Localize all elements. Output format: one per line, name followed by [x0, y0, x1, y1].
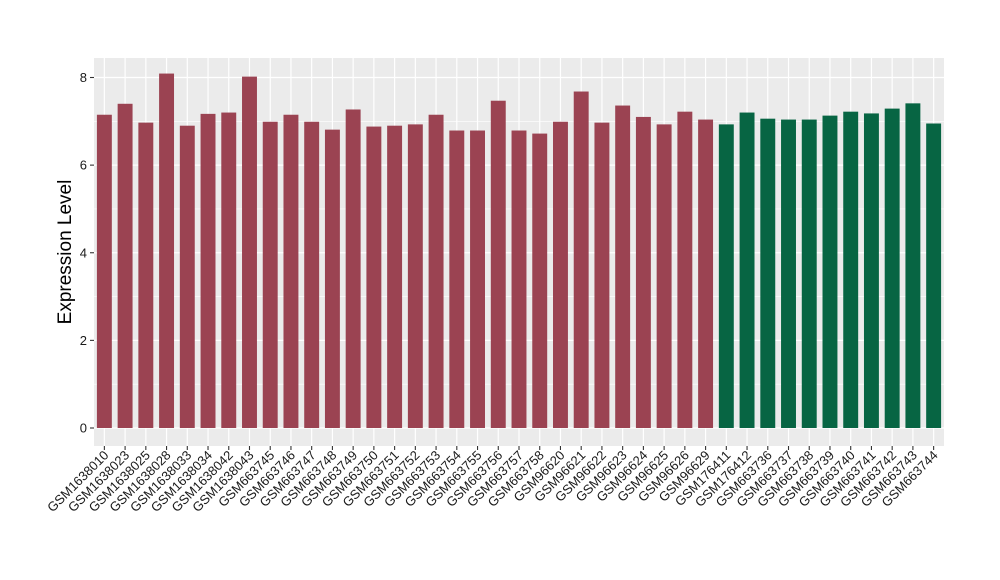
bar — [553, 121, 568, 429]
bar — [760, 118, 776, 428]
bar — [117, 103, 133, 428]
bar — [324, 129, 340, 428]
bar — [366, 126, 382, 428]
bar — [781, 119, 796, 428]
bar — [387, 125, 403, 428]
bar — [926, 123, 942, 429]
bar — [822, 115, 838, 428]
y-tick-label: 4 — [80, 245, 87, 260]
x-axis: GSM1638010GSM1638023GSM1638025GSM1638028… — [44, 446, 941, 515]
y-tick-label: 2 — [80, 333, 87, 348]
bar — [718, 124, 734, 429]
bar — [138, 122, 154, 428]
bar — [573, 91, 589, 429]
bar — [698, 119, 714, 428]
bar — [656, 124, 672, 429]
bar — [345, 109, 361, 428]
bar — [96, 114, 112, 428]
bar — [262, 121, 278, 429]
bar — [905, 103, 921, 429]
bar — [449, 130, 465, 428]
bar — [179, 125, 195, 428]
bar — [221, 112, 237, 429]
y-tick-label: 6 — [80, 158, 87, 173]
bar — [304, 121, 320, 429]
bar — [159, 73, 175, 428]
bar — [594, 122, 610, 428]
bar — [407, 124, 423, 429]
bar — [470, 130, 485, 428]
bar — [283, 114, 299, 428]
y-tick-label: 8 — [80, 70, 87, 85]
bar — [635, 116, 651, 429]
bars — [96, 73, 942, 429]
bar — [200, 113, 216, 428]
bar — [615, 105, 631, 428]
bar — [490, 100, 506, 428]
bar — [511, 130, 527, 428]
bar — [739, 112, 755, 429]
y-tick-label: 0 — [80, 421, 87, 436]
bar — [242, 76, 257, 428]
bar — [677, 111, 693, 428]
bar — [801, 119, 817, 428]
bar — [532, 133, 548, 428]
bar — [884, 108, 900, 428]
bar — [843, 111, 859, 428]
bar — [428, 114, 444, 428]
bar — [863, 113, 879, 429]
y-axis: 0 2 4 6 8 — [80, 70, 94, 436]
y-axis-title: Expression Level — [55, 180, 76, 325]
